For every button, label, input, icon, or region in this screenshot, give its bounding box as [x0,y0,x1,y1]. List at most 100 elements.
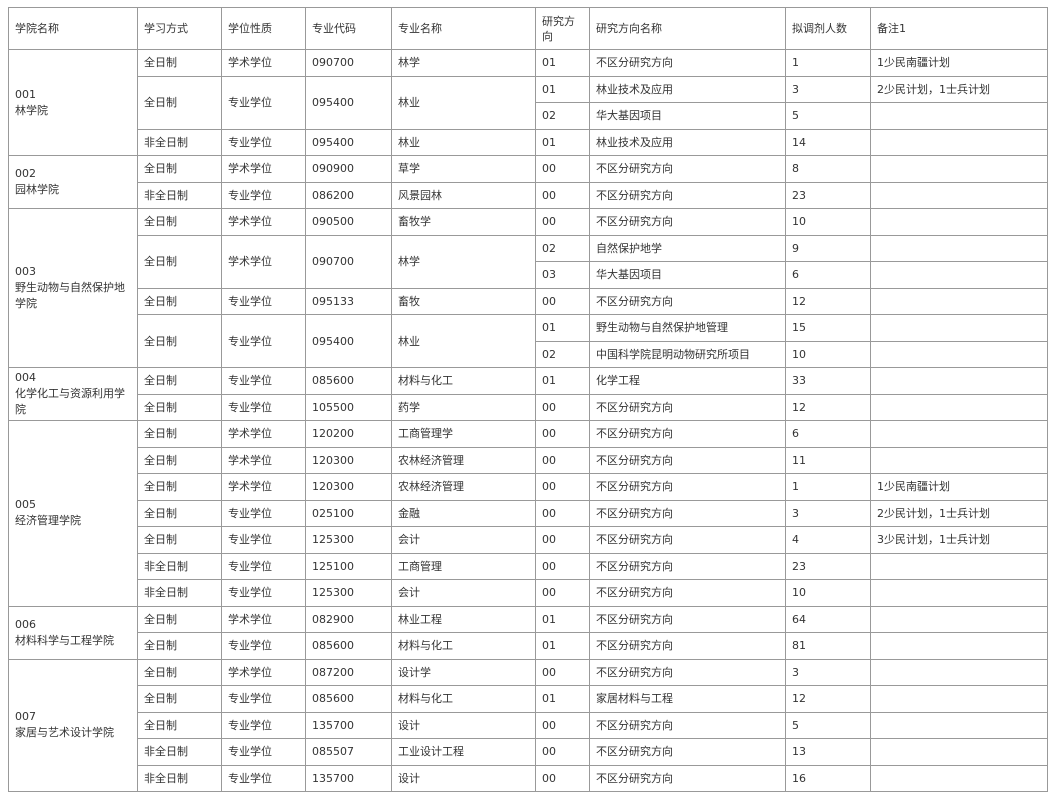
header-major-code: 专业代码 [305,7,392,50]
note: 1少民南疆计划 [870,49,1048,77]
adjust-count: 5 [785,711,871,739]
college-name: 林学院 [15,103,48,117]
table-row: 非全日制 专业学位 086200 风景园林 00 不区分研究方向 23 [9,181,1048,209]
major-code: 090900 [305,155,392,183]
major-code: 095133 [305,287,392,315]
note [870,579,1048,607]
note [870,738,1048,766]
major-name: 畜牧 [391,287,536,315]
note: 1少民南疆计划 [870,473,1048,501]
study-mode: 全日制 [137,234,222,289]
major-code: 085600 [305,632,392,660]
direction-name: 中国科学院昆明动物研究所项目 [589,340,786,368]
direction-code: 00 [535,711,590,739]
major-code: 087200 [305,658,392,686]
major-name: 草学 [391,155,536,183]
adjust-count: 23 [785,181,871,209]
table-body: 001 林学院 全日制 学术学位 090700 林学 01 不区分研究方向 1 1少民南疆计划 全日… [8,49,1048,792]
major-code: 090500 [305,208,392,236]
direction-code: 00 [535,473,590,501]
adjust-count: 81 [785,632,871,660]
note [870,658,1048,686]
adjust-count: 9 [785,234,871,262]
direction-name: 不区分研究方向 [589,526,786,554]
study-mode: 全日制 [137,658,222,686]
college-name: 野生动物与自然保护地学院 [15,281,125,310]
direction-name: 不区分研究方向 [589,393,786,421]
note [870,234,1048,262]
adjust-count: 11 [785,446,871,474]
table-row: 全日制 学术学位 090700 林学 02 自然保护地学 9 [9,234,1048,289]
note [870,605,1048,633]
study-mode: 全日制 [137,446,222,474]
degree-type: 专业学位 [221,367,306,395]
note [870,261,1048,289]
college-code: 002 [15,167,36,180]
degree-type: 专业学位 [221,526,306,554]
direction-name: 不区分研究方向 [589,499,786,527]
major-name: 金融 [391,499,536,527]
header-row: 学院名称 学习方式 学位性质 专业代码 专业名称 研究方向 研究方向名称 拟调剂人数 备注1 [8,7,1048,50]
adjust-count: 4 [785,526,871,554]
study-mode: 全日制 [137,605,222,633]
study-mode: 全日制 [137,711,222,739]
direction-name: 不区分研究方向 [589,552,786,580]
header-direction-name: 研究方向名称 [589,7,786,50]
major-name: 林学 [391,234,536,289]
direction-code: 00 [535,764,590,792]
degree-type: 专业学位 [221,764,306,792]
degree-type: 学术学位 [221,234,306,289]
adjust-count: 13 [785,738,871,766]
table-row: 非全日制 专业学位 085507 工业设计工程 00 不区分研究方向 13 [9,738,1048,766]
degree-type: 专业学位 [221,552,306,580]
note [870,367,1048,395]
direction-code: 01 [535,314,590,342]
major-name: 畜牧学 [391,208,536,236]
college-code: 004 [15,371,36,384]
direction-name: 不区分研究方向 [589,155,786,183]
college-name: 园林学院 [15,183,59,196]
direction-code: 00 [535,155,590,183]
college-name: 家居与艺术设计学院 [15,726,114,740]
college-name: 材料科学与工程学院 [15,633,114,647]
table-row: 全日制 专业学位 095400 林业 01 林业技术及应用 3 2少民计划，1士兵计划 [9,75,1048,130]
adjust-count: 12 [785,393,871,421]
table-row: 003 野生动物与自然保护地学院 全日制 学术学位 090500 畜牧学 00 不区分研究方向… [8,208,1048,368]
note [870,128,1048,156]
study-mode: 非全日制 [137,552,222,580]
direction-name: 野生动物与自然保护地管理 [589,314,786,342]
study-mode: 全日制 [137,155,222,183]
direction-code: 00 [535,579,590,607]
direction-code: 02 [535,102,590,130]
major-name: 材料与化工 [391,685,536,713]
direction-name: 不区分研究方向 [589,658,786,686]
study-mode: 全日制 [137,208,222,236]
table-row: 006 材料科学与工程学院 全日制 学术学位 082900 林业工程 01 不区分研究方向 64 [8,605,1048,660]
direction-code: 02 [535,340,590,368]
degree-type: 学术学位 [221,473,306,501]
major-name: 材料与化工 [391,632,536,660]
degree-type: 专业学位 [221,287,306,315]
study-mode: 非全日制 [137,579,222,607]
table-row: 全日制 专业学位 095400 林业 01 野生动物与自然保护地管理 15 [9,314,1048,368]
direction-name: 家居材料与工程 [589,685,786,713]
adjust-count: 14 [785,128,871,156]
direction-name: 不区分研究方向 [589,764,786,792]
major-code: 095400 [305,128,392,156]
direction-code: 01 [535,128,590,156]
note [870,155,1048,183]
study-mode: 全日制 [137,499,222,527]
direction-code: 00 [535,208,590,236]
direction-code: 03 [535,261,590,289]
degree-type: 专业学位 [221,738,306,766]
direction-name: 自然保护地学 [589,234,786,262]
degree-type: 专业学位 [221,632,306,660]
table-row: 全日制 学术学位 120300 农林经济管理 00 不区分研究方向 11 [9,446,1048,474]
table-row: 03 华大基因项目 6 [9,261,1048,289]
major-code: 086200 [305,181,392,209]
note [870,340,1048,368]
direction-name: 不区分研究方向 [589,446,786,474]
study-mode: 非全日制 [137,181,222,209]
direction-code: 00 [535,420,590,448]
study-mode: 非全日制 [137,764,222,792]
